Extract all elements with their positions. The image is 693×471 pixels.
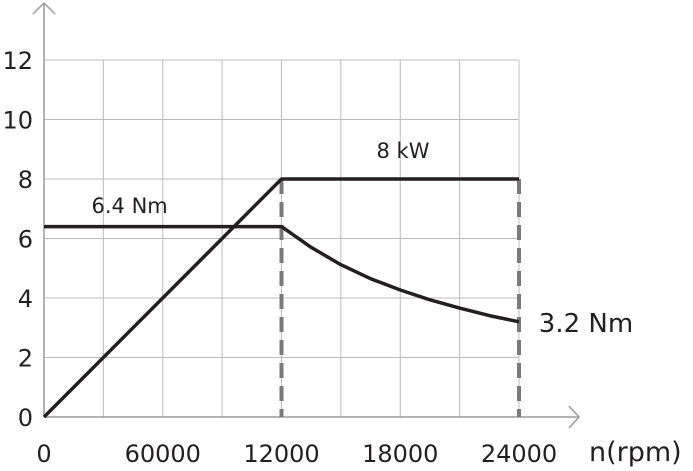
torque-curve	[44, 224, 520, 324]
y-tick-label: 0	[18, 404, 33, 432]
x-axis-label: n(rpm)	[589, 437, 682, 468]
y-tick-label: 2	[18, 345, 33, 373]
y-tick-label: 12	[2, 47, 33, 75]
y-axis-arrow	[32, 1, 56, 15]
y-tick-label: 6	[18, 226, 33, 254]
end-annotation: 3.2 Nm	[539, 309, 633, 339]
series-group	[42, 177, 521, 419]
grid	[44, 59, 520, 417]
axes	[32, 1, 581, 429]
x-tick-label: 12000	[243, 440, 319, 468]
torque-annotation: 6.4 Nm	[92, 194, 168, 218]
x-axis-arrow	[568, 405, 581, 429]
power-annotation: 8 kW	[377, 139, 430, 163]
x-tick-label: 24000	[481, 440, 557, 468]
y-tick-label: 8	[18, 166, 33, 194]
y-tick-label: 10	[2, 107, 33, 135]
annotations: 6.4 Nm 8 kW 3.2 Nm	[92, 139, 634, 339]
tick-labels: 0 60000 12000 18000 24000 0 2 4 6 8 10 12	[2, 47, 557, 468]
power-curve	[42, 177, 519, 419]
x-tick-label: 18000	[362, 440, 438, 468]
x-tick-label: 0	[36, 440, 51, 468]
y-tick-label: 4	[18, 285, 33, 313]
x-tick-label: 60000	[125, 440, 201, 468]
